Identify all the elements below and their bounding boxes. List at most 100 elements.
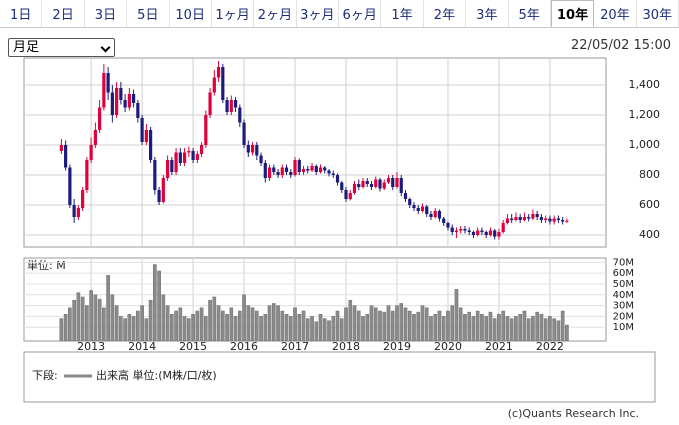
- candle-body: [395, 178, 399, 187]
- y-tick-label: 600: [639, 198, 660, 211]
- candle-body: [59, 145, 63, 151]
- candle-body: [81, 190, 85, 208]
- volume-bar: [446, 310, 450, 342]
- period-tab[interactable]: 3日: [85, 0, 128, 27]
- y-tick-label: 1,400: [629, 78, 661, 91]
- y2-tick-label: 50M: [613, 279, 634, 290]
- x-tick-label: 2018: [332, 340, 360, 353]
- volume-bar: [284, 314, 289, 342]
- candle-body: [412, 205, 416, 208]
- volume-bar: [170, 314, 174, 342]
- volume-bar: [480, 314, 484, 342]
- candle-body: [318, 167, 323, 172]
- volume-bar: [123, 318, 127, 342]
- volume-bar: [89, 290, 93, 342]
- candle-body: [144, 130, 148, 142]
- period-tab[interactable]: 1日: [0, 0, 43, 27]
- candle-body: [361, 181, 365, 187]
- volume-bar: [407, 310, 412, 342]
- volume-bar: [153, 264, 157, 342]
- candle-body: [505, 218, 510, 223]
- period-tab[interactable]: 2ヶ月: [254, 0, 297, 27]
- candle-body: [416, 208, 420, 211]
- y-tick-label: 1,000: [629, 138, 661, 151]
- volume-bar: [271, 303, 276, 342]
- volume-bar: [276, 305, 280, 342]
- period-tab[interactable]: 10年: [550, 0, 595, 27]
- period-tab[interactable]: 3年: [466, 0, 509, 27]
- period-tab[interactable]: 5日: [127, 0, 170, 27]
- candle-body: [301, 169, 306, 172]
- candle-body: [433, 211, 437, 217]
- volume-bar: [267, 305, 272, 342]
- candle-body: [89, 145, 93, 160]
- candle-body: [378, 179, 382, 189]
- volume-bar: [543, 318, 548, 342]
- volume-bar: [458, 307, 463, 342]
- candle-body: [510, 218, 514, 220]
- volume-bar: [250, 307, 255, 342]
- candle-body: [68, 167, 72, 205]
- period-tab[interactable]: 1年: [381, 0, 424, 27]
- y2-tick-label: 30M: [613, 301, 634, 312]
- candle-body: [72, 205, 76, 217]
- period-tab[interactable]: 5年: [509, 0, 551, 27]
- volume-bar: [72, 299, 76, 342]
- volume-bar: [212, 296, 217, 342]
- candle-body: [119, 88, 123, 100]
- candle-body: [187, 151, 191, 153]
- candle-body: [518, 217, 522, 220]
- candle-body: [148, 130, 153, 160]
- candle-body: [467, 230, 471, 232]
- candle-body: [463, 229, 467, 231]
- volume-bar: [437, 310, 442, 342]
- period-tab[interactable]: 1ヶ月: [212, 0, 255, 27]
- period-tab[interactable]: 10日: [170, 0, 212, 27]
- candle-body: [531, 214, 535, 219]
- volume-bar: [301, 310, 306, 342]
- volume-bar: [518, 314, 522, 342]
- candle-body: [348, 193, 352, 199]
- candle-body: [514, 217, 518, 220]
- candle-body: [331, 173, 335, 175]
- candle-body: [544, 218, 548, 220]
- candle-body: [284, 167, 289, 172]
- volume-bar: [382, 311, 387, 342]
- volume-bar: [76, 292, 81, 342]
- period-tab[interactable]: 6ヶ月: [339, 0, 382, 27]
- volume-bar: [373, 307, 378, 342]
- period-tab[interactable]: 2日: [42, 0, 85, 27]
- volume-bar: [390, 310, 395, 342]
- volume-bar: [199, 307, 204, 342]
- candle-body: [323, 167, 327, 171]
- volume-bar: [131, 316, 136, 342]
- volume-bar: [331, 316, 336, 342]
- volume-bar: [429, 316, 433, 342]
- volume-bar: [501, 310, 505, 342]
- candle-body: [357, 184, 361, 187]
- volume-bar: [238, 310, 242, 342]
- candle-body: [310, 166, 314, 171]
- candle-body: [212, 77, 216, 93]
- period-tab[interactable]: 30年: [637, 0, 679, 27]
- volume-bar: [399, 303, 404, 342]
- candle-body: [93, 130, 97, 145]
- period-select[interactable]: 月足: [8, 38, 115, 57]
- candle-body: [314, 166, 318, 172]
- candle-body: [191, 151, 195, 160]
- volume-bar: [68, 307, 72, 342]
- volume-bar: [322, 318, 327, 342]
- candle-body: [480, 230, 484, 232]
- volume-bar: [259, 316, 263, 342]
- volume-bar: [535, 311, 539, 342]
- candle-body: [539, 217, 544, 220]
- period-tab[interactable]: 3ヶ月: [297, 0, 339, 27]
- price-panel: [23, 57, 607, 248]
- legend-prefix: 下段:: [32, 368, 58, 382]
- y2-tick-label: 70M: [613, 257, 634, 268]
- x-tick-label: 2015: [179, 340, 207, 353]
- y-tick-label: 800: [639, 168, 660, 181]
- period-tab[interactable]: 2年: [424, 0, 467, 27]
- candle-body: [399, 178, 403, 193]
- period-tab[interactable]: 20年: [594, 0, 637, 27]
